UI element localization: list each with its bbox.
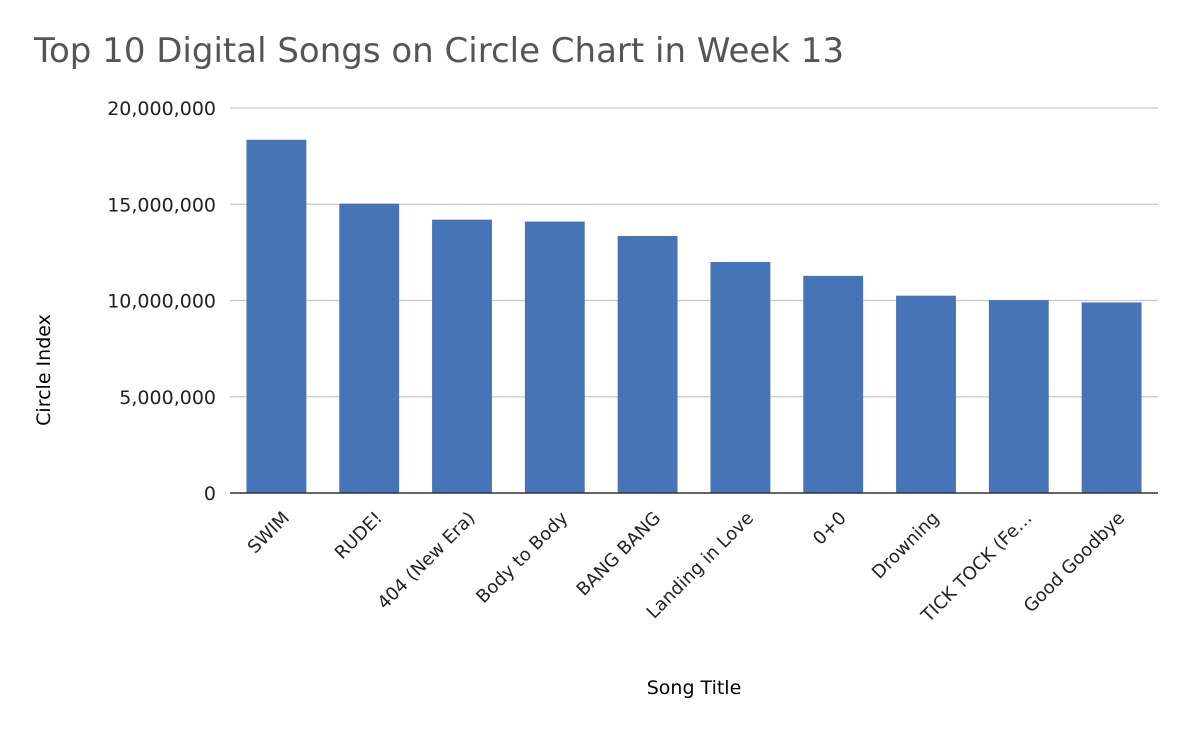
y-tick-label: 10,000,000 — [107, 291, 216, 313]
x-tick-label: Good Goodbye — [1020, 508, 1129, 617]
y-tick-label: 5,000,000 — [119, 387, 216, 409]
bar[interactable] — [246, 139, 307, 493]
bar[interactable] — [896, 295, 956, 493]
x-tick-label: BANG BANG — [573, 508, 666, 601]
bar[interactable] — [1081, 302, 1142, 493]
x-tick-label: 0+0 — [809, 508, 851, 550]
bar[interactable] — [432, 219, 492, 493]
bar[interactable] — [617, 236, 678, 493]
x-tick-label: SWIM — [244, 508, 294, 558]
x-tick-label: RUDE! — [331, 508, 387, 564]
x-axis-title: Song Title — [647, 677, 742, 699]
bars — [246, 139, 1142, 494]
x-tick-label: Drowning — [868, 508, 944, 584]
y-axis-title: Circle Index — [33, 314, 55, 426]
x-tick-label: Body to Body — [472, 507, 572, 607]
bar[interactable] — [803, 275, 864, 493]
bar[interactable] — [524, 221, 585, 493]
bar[interactable] — [339, 203, 400, 494]
bar[interactable] — [710, 262, 771, 493]
y-tick-label: 20,000,000 — [107, 98, 216, 120]
y-axis-ticks: 0 5,000,000 10,000,000 15,000,000 20,000,000 — [107, 98, 216, 505]
y-tick-label: 15,000,000 — [107, 194, 216, 216]
chart-title: Top 10 Digital Songs on Circle Chart in … — [33, 31, 844, 71]
x-axis-ticks: SWIM RUDE!404 (New Era)Body to Body BANG B… — [244, 507, 1129, 627]
bar[interactable] — [988, 300, 1049, 493]
x-tick-label: 404 (New Era) — [374, 508, 480, 614]
y-tick-label: 0 — [204, 483, 216, 505]
